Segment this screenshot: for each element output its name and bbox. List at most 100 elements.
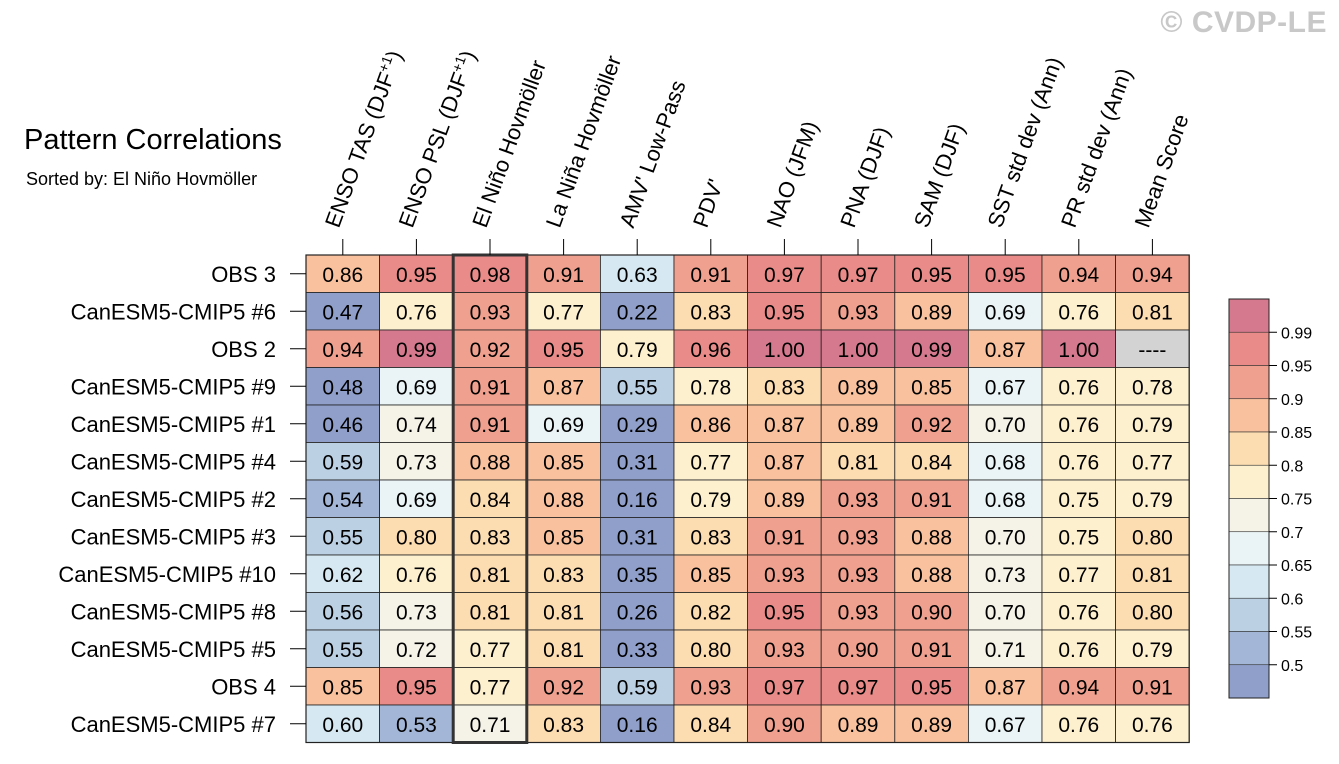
cell-value-label: 0.87 [764, 451, 805, 474]
colorbar-segment [1228, 431, 1270, 466]
cell-value-label: 0.99 [396, 339, 437, 362]
colorbar-segment [1228, 365, 1270, 400]
heatmap-cell [894, 629, 969, 668]
cell-value-label: 0.55 [322, 639, 363, 662]
cell-value-label: 0.87 [764, 414, 805, 437]
cell-value-label: 0.81 [1132, 301, 1173, 324]
heatmap-cell [305, 367, 380, 406]
cell-value-label: 0.97 [838, 676, 879, 699]
cell-value-label: 0.88 [543, 489, 584, 512]
heatmap-cell [600, 367, 675, 406]
cell-value-label: 0.96 [690, 339, 731, 362]
cell-value-label: 0.94 [1132, 264, 1173, 287]
cell-value-label: 0.69 [543, 414, 584, 437]
cell-value-label: 0.80 [690, 639, 731, 662]
heatmap-cell [379, 479, 454, 518]
cell-value-label: 0.76 [396, 301, 437, 324]
heatmap-cell [526, 517, 601, 556]
heatmap-cell [1041, 292, 1116, 331]
cell-value-label: 0.16 [617, 714, 658, 737]
cell-value-label: 1.00 [764, 339, 805, 362]
cell-value-label: 0.84 [690, 714, 731, 737]
heatmap-cell [1115, 554, 1190, 593]
cell-value-label: 0.91 [911, 639, 952, 662]
heatmap-cell [894, 442, 969, 481]
heatmap-cell [673, 292, 748, 331]
cell-value-label: 0.77 [1058, 564, 1099, 587]
cell-value-label: 0.79 [617, 339, 658, 362]
heatmap-cell [968, 367, 1043, 406]
heatmap-cell [968, 629, 1043, 668]
watermark: © CVDP-LE [1160, 6, 1327, 39]
cell-value-label: 0.93 [764, 564, 805, 587]
colorbar-tick-label: 0.9 [1281, 392, 1303, 409]
cell-value-label: 0.76 [1058, 376, 1099, 399]
heatmap-cell [968, 592, 1043, 631]
cell-value-label: 0.91 [1132, 676, 1173, 699]
cell-value-label: 0.91 [470, 414, 511, 437]
cell-value-label: 0.89 [911, 301, 952, 324]
heatmap-cell [820, 254, 896, 293]
cell-value-label: 0.94 [1058, 676, 1099, 699]
cell-value-label: 1.00 [838, 339, 879, 362]
heatmap-cell [600, 667, 675, 706]
cell-value-label: 0.76 [1058, 414, 1099, 437]
cell-value-label: 0.95 [543, 339, 584, 362]
heatmap-cell [600, 704, 675, 743]
cell-value-label: 0.93 [690, 676, 731, 699]
heatmap-cell [379, 254, 454, 293]
heatmap-cell [820, 667, 896, 706]
cell-value-label: 0.86 [690, 414, 731, 437]
heatmap-cell [968, 554, 1043, 593]
heatmap-cell [820, 442, 896, 481]
heatmap-cell [673, 667, 748, 706]
heatmap-cell [452, 704, 528, 743]
heatmap-cell [600, 592, 675, 631]
heatmap-cell [379, 367, 454, 406]
cell-value-label: 0.97 [764, 264, 805, 287]
heatmap-cell [894, 517, 969, 556]
cell-value-label: 0.85 [543, 526, 584, 549]
heatmap-cell [1041, 254, 1116, 293]
row-label: CanESM5-CMIP5 #4 [71, 449, 276, 474]
cell-value-label: 0.90 [838, 639, 879, 662]
heatmap-cell [820, 404, 896, 443]
cell-value-label: 0.59 [617, 676, 658, 699]
cell-value-label: 0.87 [985, 339, 1026, 362]
cell-value-label: 0.63 [617, 264, 658, 287]
cell-value-label: 0.85 [911, 376, 952, 399]
cell-value-label: 0.77 [543, 301, 584, 324]
cell-value-label: 0.92 [470, 339, 511, 362]
colorbar-segment [1228, 631, 1270, 666]
column-label: SST std dev (Ann) [982, 54, 1067, 231]
column-label: AMV' Low-Pass [614, 77, 690, 231]
cell-value-label: 0.95 [764, 301, 805, 324]
heatmap-cell [1041, 704, 1116, 743]
heatmap-cell [305, 442, 380, 481]
colorbar-tick-label: 0.55 [1281, 625, 1312, 642]
cell-value-label: 0.77 [690, 451, 731, 474]
heatmap-cell [673, 479, 748, 518]
heatmap-cell [1115, 479, 1190, 518]
cell-value-label: 0.76 [1058, 601, 1099, 624]
cell-value-label: 0.87 [543, 376, 584, 399]
cell-value-label: 0.88 [470, 451, 511, 474]
cell-value-label: 0.76 [1058, 451, 1099, 474]
cell-value-label: 0.70 [985, 526, 1026, 549]
cell-value-label: 0.76 [1058, 714, 1099, 737]
heatmap-cell [747, 592, 822, 631]
heatmap-cell [305, 404, 380, 443]
colorbar-tick-label: 0.5 [1281, 658, 1303, 675]
colorbar-segment [1228, 564, 1270, 599]
chart-subtitle: Sorted by: El Niño Hovmöller [26, 169, 258, 189]
cell-value-label: 0.73 [396, 451, 437, 474]
heatmap-cell [600, 292, 675, 331]
heatmap-cell [673, 629, 748, 668]
row-label: OBS 4 [211, 674, 276, 699]
heatmap-cell [1115, 667, 1190, 706]
colorbar-tick-label: 0.85 [1281, 425, 1312, 442]
heatmap-cell [820, 554, 896, 593]
cell-value-label: 0.98 [470, 264, 511, 287]
cell-value-label: 0.89 [838, 376, 879, 399]
cell-value-label: 0.79 [1132, 639, 1173, 662]
